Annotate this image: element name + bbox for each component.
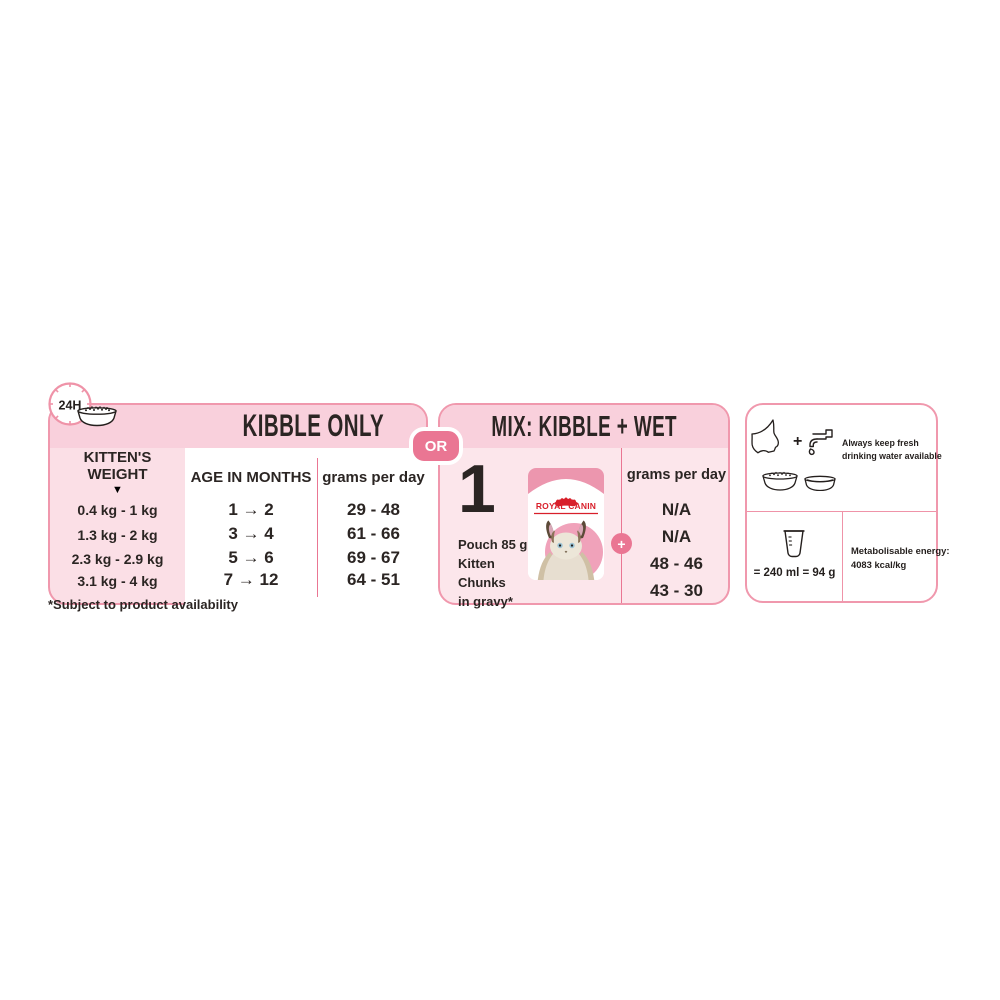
- svg-text:ROYAL CANIN: ROYAL CANIN: [536, 501, 596, 511]
